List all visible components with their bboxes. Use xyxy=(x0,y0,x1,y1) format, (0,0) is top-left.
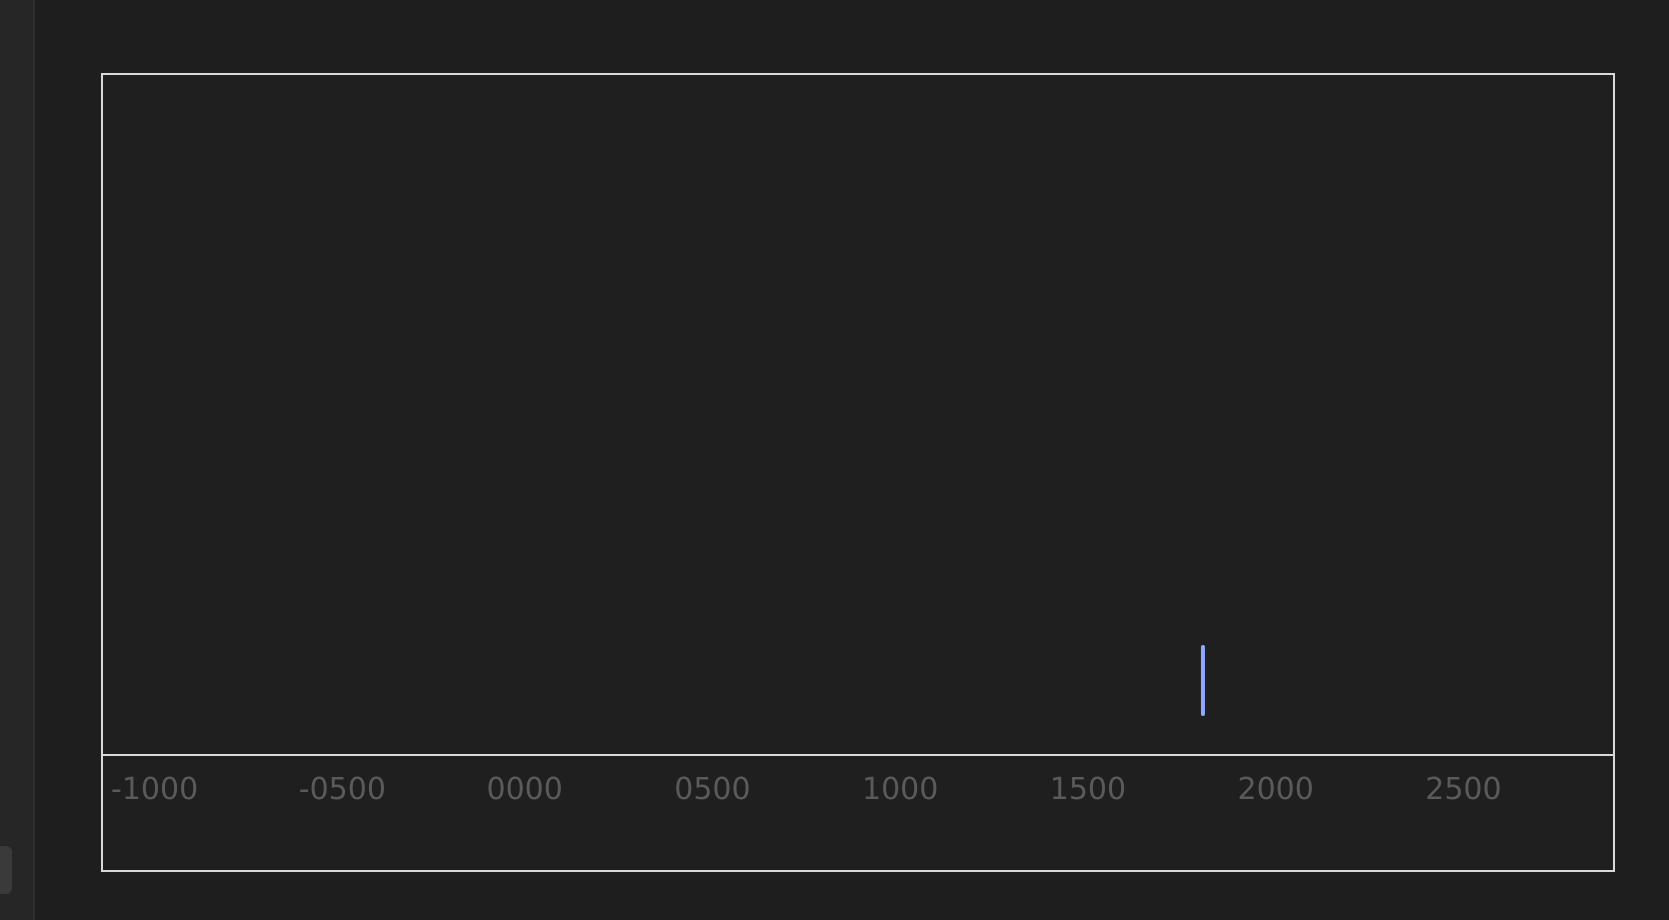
timeline-tick-labels: -1000 -0500 0000 0500 1000 1500 2000 2500 xyxy=(111,772,1502,807)
tick-label: 0000 xyxy=(487,772,563,807)
tick-label: -1000 xyxy=(111,772,198,807)
timeline-panel[interactable]: -1000 -0500 0000 0500 1000 1500 2000 2500 xyxy=(101,73,1615,872)
tick-label: 1000 xyxy=(862,772,938,807)
left-sidebar-rail xyxy=(0,0,35,920)
sidebar-toggle-handle[interactable] xyxy=(0,846,12,894)
tick-label: -0500 xyxy=(299,772,386,807)
timeline-canvas[interactable]: -1000 -0500 0000 0500 1000 1500 2000 2500 xyxy=(103,75,1613,870)
tick-label: 2000 xyxy=(1238,772,1314,807)
tick-label: 0500 xyxy=(674,772,750,807)
tick-label: 2500 xyxy=(1425,772,1501,807)
tick-label: 1500 xyxy=(1050,772,1126,807)
